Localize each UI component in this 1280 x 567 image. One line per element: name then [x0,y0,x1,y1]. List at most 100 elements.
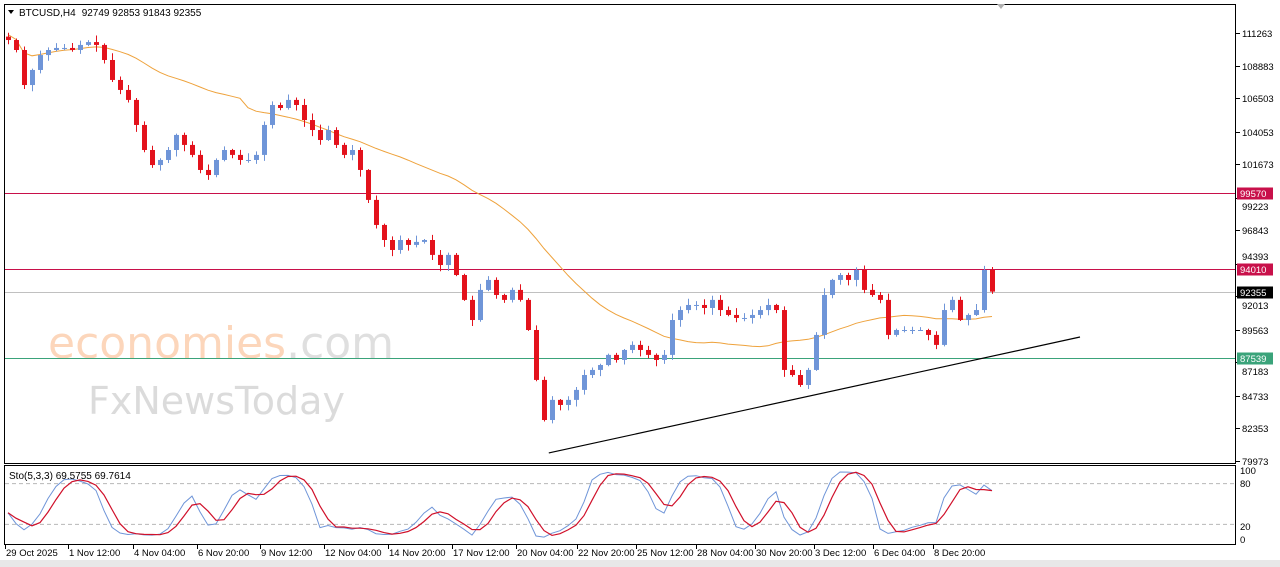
trendline[interactable] [548,336,1081,454]
candle-bull [398,239,403,250]
candle-bear [534,330,539,380]
candle-bull [766,304,771,311]
candle-bull [222,149,227,160]
candle-bear [990,269,995,292]
candle-bull [710,299,715,308]
candle-bull [838,275,843,280]
watermark-com: .com [286,318,394,369]
candle-bear [302,104,307,121]
indicator-label: Sto(5,3,3) 69.5755 69.7614 [9,471,131,482]
candle-bull [550,399,555,421]
candle-bull [246,159,251,161]
candle-bear [790,369,795,376]
price-tick-label: 87183 [1242,367,1268,378]
indicator-frame [4,465,1236,545]
price-tick-label: 101673 [1242,160,1274,171]
price-tag-label: 99570 [1240,189,1266,200]
candle-bull [350,149,355,155]
candle-bull [918,330,923,332]
candle-bull [942,310,947,345]
candle-bear [22,50,27,86]
candle-bull [214,159,219,176]
watermark-fxnewstoday: FxNewsToday [88,379,345,423]
price-tick-label: 108883 [1242,62,1274,73]
candle-bull [78,44,83,51]
candle-bull [86,42,91,45]
stoch-axis-label: 100 [1240,466,1256,477]
candle-bear [798,375,803,385]
candle-bull [670,320,675,355]
candle-bull [590,369,595,376]
candle-bear [502,294,507,300]
symbol-timeframe: BTCUSD,H4 [19,8,76,19]
candle-bull [262,124,267,155]
candle-bear [110,59,115,80]
candle-bear [190,144,195,155]
watermark-logo: economies.com FxNewsToday [48,318,394,423]
candle-bull [54,47,59,51]
candle-bear [774,304,779,311]
candle-bull [478,289,483,321]
candle-bear [198,154,203,170]
price-tag-label: 87539 [1240,354,1266,365]
candle-bull [814,334,819,370]
time-tick-label: 6 Dec 04:00 [874,548,925,559]
candle-bull [174,134,179,150]
candle-bear [926,330,931,335]
time-tick-label: 25 Nov 12:00 [637,548,694,559]
stoch-signal-line [7,471,993,537]
candle-bear [614,354,619,360]
watermark-economies: economies [48,318,286,369]
candle-bull [806,369,811,385]
price-tag-resistance [1237,263,1273,276]
price-tag-label: 94010 [1240,265,1266,276]
candle-bear [406,239,411,245]
chart-shift-marker-icon[interactable] [997,4,1005,9]
time-tick-label: 28 Nov 04:00 [697,548,754,559]
candle-bear [958,299,963,321]
candle-bull [582,375,587,390]
candle-bull [686,304,691,311]
stoch-axis-label: 80 [1240,479,1251,490]
candle-bull [422,239,427,242]
price-tag-resistance [1237,187,1273,200]
candle-bull [854,269,859,280]
time-tick-label: 3 Dec 12:00 [815,548,866,559]
candle-bear [518,289,523,300]
price-tick-label: 96843 [1242,226,1268,237]
candle-bull [46,50,51,56]
candle-bear [342,144,347,155]
candle-bull [822,294,827,335]
candle-bear [526,299,531,331]
candle-bull [622,349,627,360]
candle-bull [606,354,611,366]
price-tag-support [1237,352,1273,365]
collapse-triangle-icon[interactable] [8,10,14,14]
stoch-axis-label: 20 [1240,522,1251,533]
candle-bull [486,279,491,290]
candle-bull [950,299,955,311]
candle-bear [726,310,731,315]
ohlc-readout: 92749 92853 91843 92355 [82,8,202,19]
candle-bear [870,289,875,295]
candle-bear [438,254,443,266]
candle-bull [694,304,699,306]
candle-bull [270,104,275,125]
candle-bear [102,44,107,60]
price-tick-label: 92013 [1242,301,1268,312]
trendline-group[interactable] [548,336,1081,454]
candle-bear [374,199,379,225]
candle-bear [6,36,11,41]
candle-bull [758,310,763,315]
time-tick-label: 29 Oct 2025 [6,548,58,559]
horizontal-levels[interactable] [5,193,1235,359]
candle-bull [630,344,635,350]
time-tick-label: 22 Nov 20:00 [578,548,635,559]
candle-bull [38,55,43,70]
candle-bear [310,120,315,131]
candle-bull [254,154,259,160]
candle-bull [566,399,571,405]
candle-bear [390,239,395,250]
candle-bull [742,317,747,319]
